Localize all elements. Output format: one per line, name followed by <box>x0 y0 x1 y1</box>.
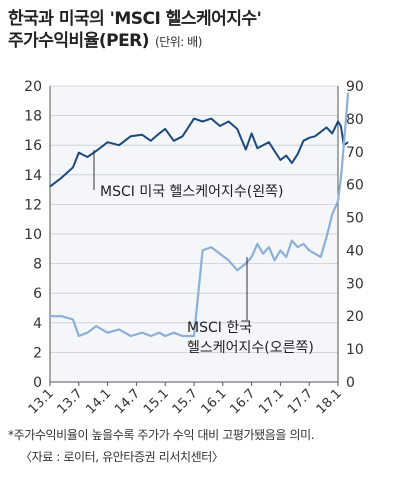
left-tick-label: 0 <box>33 375 42 391</box>
chart-subtitle: 주가수익비율(PER) (단위: 배) <box>8 26 202 51</box>
left-tick-label: 4 <box>33 316 42 332</box>
left-tick-label: 6 <box>33 286 42 302</box>
right-tick-label: 50 <box>346 211 364 227</box>
unit-label: (단위: 배) <box>155 35 202 49</box>
us-series-line <box>49 117 349 188</box>
left-tick-label: 8 <box>33 257 42 273</box>
right-tick-label: 80 <box>346 112 364 128</box>
left-tick-label: 20 <box>24 79 42 95</box>
x-tick-label: 18.1 <box>314 386 345 417</box>
x-tick-label: 14.7 <box>112 386 143 417</box>
x-tick-label: 16.1 <box>199 386 230 417</box>
x-tick-label: 17.1 <box>256 386 287 417</box>
right-tick-label: 30 <box>346 276 364 292</box>
right-tick-label: 10 <box>346 342 364 358</box>
left-tick-label: 18 <box>24 109 42 125</box>
subtitle-text: 주가수익비율(PER) <box>8 31 150 51</box>
left-tick-label: 12 <box>24 197 42 213</box>
x-tick-label: 14.1 <box>83 386 114 417</box>
x-tick-label: 13.1 <box>26 386 57 417</box>
left-tick-label: 10 <box>24 227 42 243</box>
x-tick-label: 15.7 <box>170 386 201 417</box>
x-tick-label: 15.1 <box>141 386 172 417</box>
left-tick-label: 14 <box>24 168 42 184</box>
chart-title: 한국과 미국의 'MSCI 헬스케어지수' <box>8 9 262 29</box>
right-tick-label: 60 <box>346 178 364 194</box>
left-tick-label: 16 <box>24 138 42 154</box>
footnote: *주가수익비율이 높을수록 주가가 수익 대비 고평가됐음을 의미. <box>8 428 315 442</box>
right-tick-label: 90 <box>346 79 364 95</box>
korea-series-label-line2: 헬스케어지수(오른쪽) <box>187 340 314 356</box>
x-tick-label: 17.7 <box>285 386 316 417</box>
left-tick-label: 2 <box>33 345 42 361</box>
right-tick-label: 0 <box>346 375 355 391</box>
us-series-label: MSCI 미국 헬스케어지수(왼쪽) <box>100 184 284 200</box>
korea-series-label-line1: MSCI 한국 <box>187 320 252 336</box>
right-tick-label: 20 <box>346 309 364 325</box>
right-tick-label: 40 <box>346 243 364 259</box>
source-note: 〈자료 : 로이터, 유안타증권 리서치센터〉 <box>20 450 224 464</box>
x-tick-label: 16.7 <box>227 386 258 417</box>
right-tick-label: 70 <box>346 145 364 161</box>
korea-series-line <box>50 92 350 338</box>
x-tick-label: 13.7 <box>55 386 86 417</box>
